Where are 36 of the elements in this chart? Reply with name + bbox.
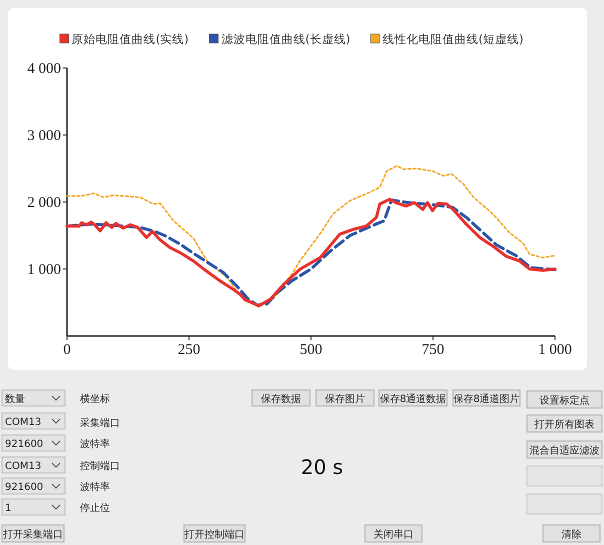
x-tick-label: 250 — [178, 342, 200, 358]
text: 波特率 — [80, 481, 110, 493]
text: 采集端口 — [80, 417, 120, 429]
text: 横坐标 — [80, 393, 110, 405]
text: 1 — [5, 503, 12, 514]
y-tick-label: 4 000 — [27, 61, 61, 77]
legend-label: 原始电阻值曲线(实线) — [72, 32, 189, 46]
x-tick-label: 750 — [422, 342, 444, 358]
text: 停止位 — [80, 502, 110, 514]
text: 清除 — [562, 528, 582, 540]
text: 设置标定点 — [540, 394, 590, 406]
text: 打开控制端口 — [184, 528, 244, 540]
y-tick-label: 2 000 — [27, 195, 61, 211]
text: 保存图片 — [325, 393, 365, 405]
text: 921600 — [5, 482, 44, 493]
legend-label: 滤波电阻值曲线(长虚线) — [221, 32, 350, 46]
text: 波特率 — [80, 438, 110, 450]
text: 921600 — [5, 439, 44, 450]
y-tick-label: 1 000 — [27, 262, 61, 278]
x-tick-label: 500 — [300, 342, 322, 358]
text: COM13 — [5, 417, 42, 428]
text: 保存8通道图片 — [453, 393, 520, 405]
x-tick-label: 0 — [63, 342, 71, 358]
legend-label: 线性化电阻值曲线(短虚线) — [382, 32, 524, 46]
text: 保存8通道数据 — [380, 393, 446, 405]
text: COM13 — [5, 461, 42, 472]
text: 数量 — [5, 394, 25, 405]
text: 关闭串口 — [374, 528, 414, 540]
text: 打开采集端口 — [2, 528, 63, 540]
text: 打开所有图表 — [534, 418, 594, 430]
text: 控制端口 — [80, 460, 120, 472]
x-tick-label: 1 000 — [538, 342, 572, 358]
text: 20 s — [300, 455, 344, 479]
y-tick-label: 3 000 — [27, 128, 61, 144]
text: 混合自适应滤波 — [530, 444, 600, 456]
text: 保存数据 — [261, 393, 301, 405]
